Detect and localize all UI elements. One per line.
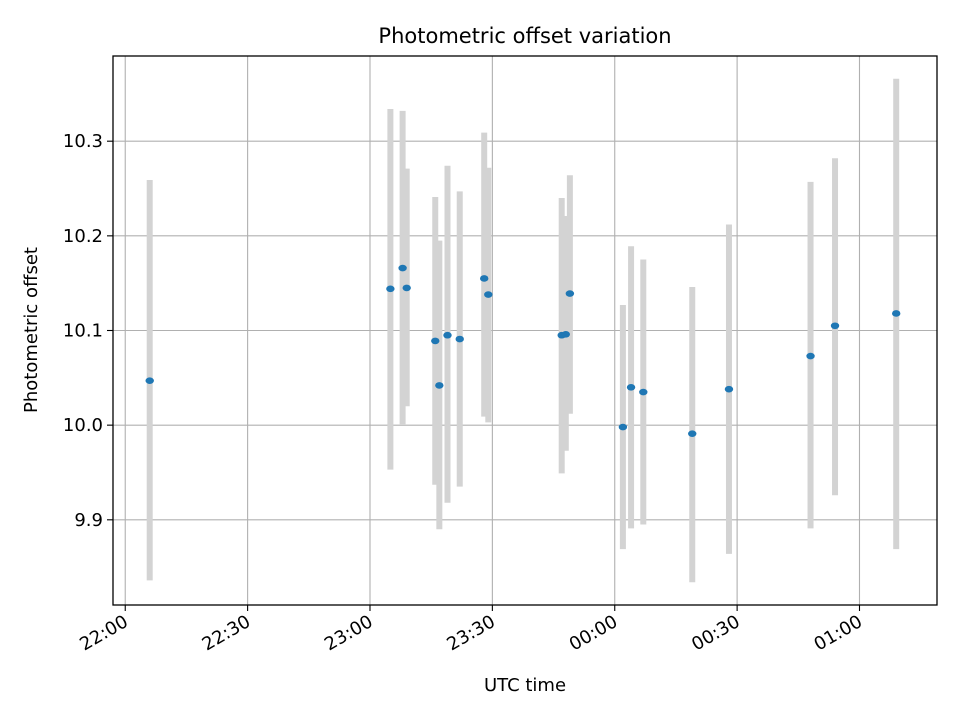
y-axis-ticks: 9.9 10.0 10.1 10.2 10.3 bbox=[63, 131, 113, 531]
data-points bbox=[145, 264, 901, 437]
data-point bbox=[892, 310, 901, 317]
y-tick-label: 10.2 bbox=[63, 226, 103, 247]
data-point bbox=[402, 284, 411, 292]
data-point bbox=[145, 377, 154, 384]
y-tick-label: 10.3 bbox=[63, 131, 103, 152]
data-point bbox=[561, 330, 570, 338]
data-point bbox=[455, 335, 464, 343]
data-point bbox=[398, 264, 407, 272]
data-point bbox=[386, 285, 395, 293]
chart-title: Photometric offset variation bbox=[378, 24, 671, 48]
data-point bbox=[626, 383, 636, 391]
data-point bbox=[688, 430, 697, 437]
y-tick-label: 10.1 bbox=[63, 321, 103, 342]
y-axis-label: Photometric offset bbox=[21, 247, 42, 413]
data-point bbox=[618, 423, 628, 431]
data-point bbox=[639, 388, 648, 396]
x-axis-label: UTC time bbox=[484, 675, 566, 696]
data-point bbox=[806, 352, 815, 360]
grid bbox=[113, 56, 937, 605]
data-point bbox=[435, 382, 444, 389]
y-tick-label: 9.9 bbox=[74, 510, 103, 531]
data-point bbox=[443, 331, 452, 339]
data-point bbox=[480, 275, 489, 282]
data-point bbox=[565, 290, 575, 297]
data-point bbox=[724, 385, 734, 393]
data-point bbox=[830, 322, 840, 330]
data-point bbox=[484, 291, 493, 298]
y-tick-label: 10.0 bbox=[63, 415, 103, 436]
data-point bbox=[431, 337, 440, 345]
